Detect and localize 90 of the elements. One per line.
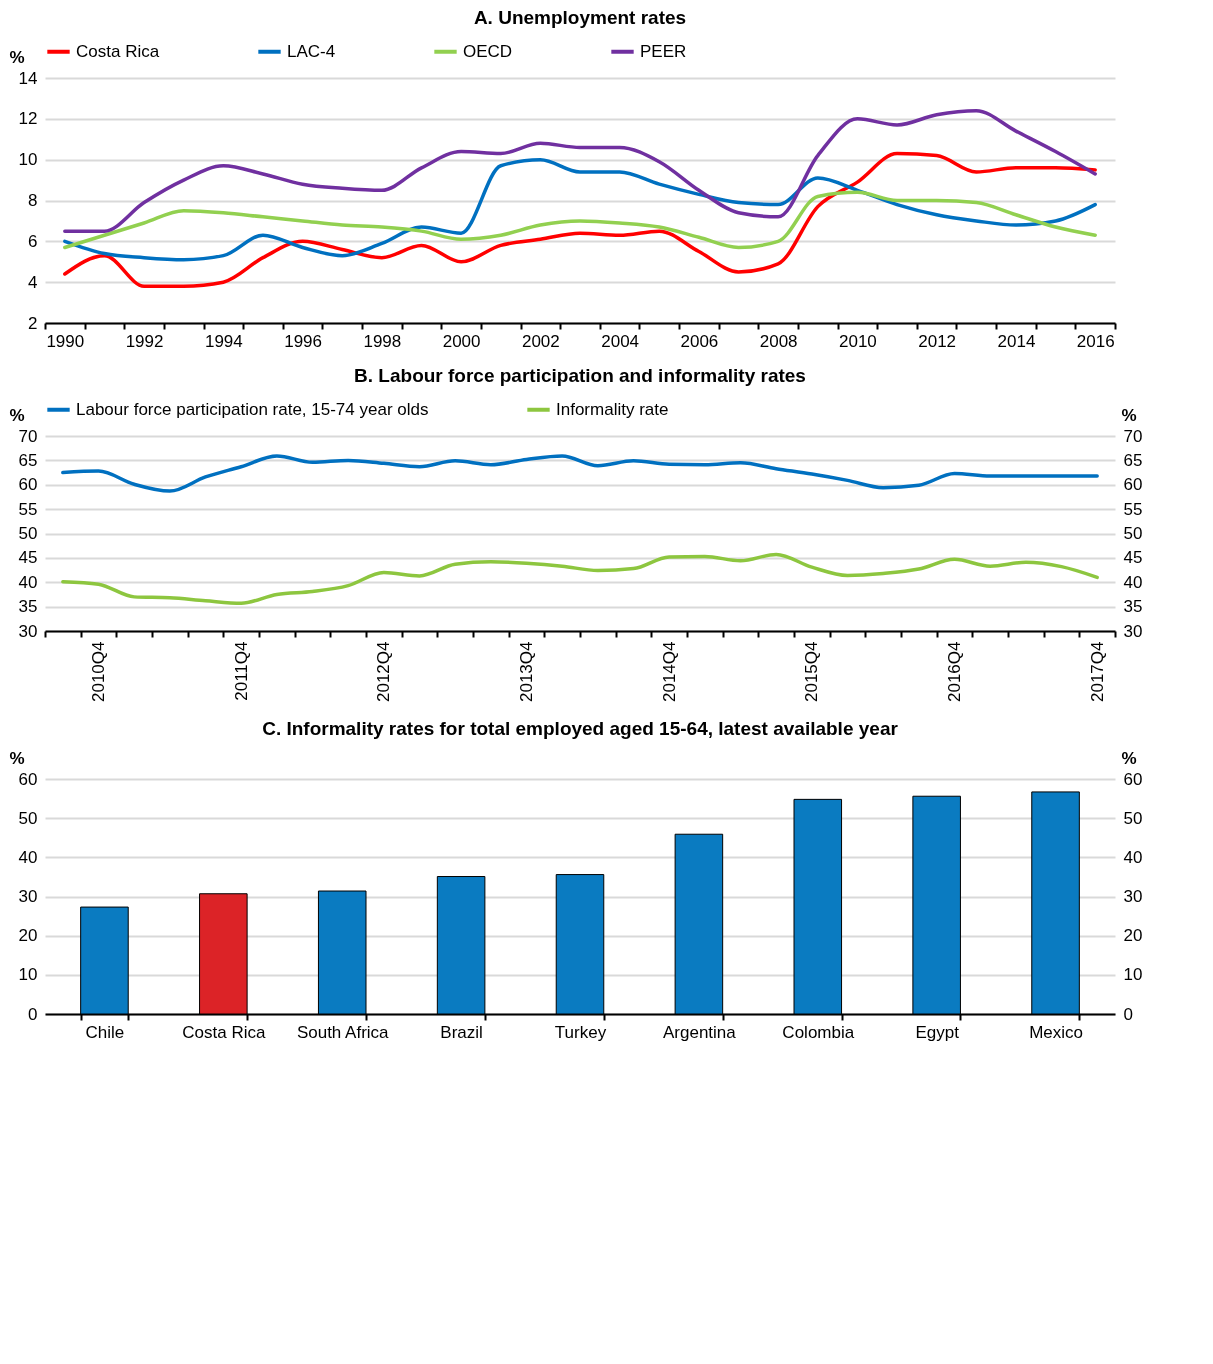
x-tick-label: 2008: [759, 331, 798, 351]
x-tick-label: 2016: [1076, 331, 1115, 351]
line-series: [63, 151, 1097, 288]
x-tick-label: 2010: [838, 331, 877, 351]
y2-tick-label: 30: [1123, 887, 1143, 906]
y2-axis-title: %: [1121, 748, 1137, 768]
x-tick-label: 2002: [521, 331, 560, 351]
x-tick-label: 2016Q4: [945, 641, 964, 702]
x-tick-label: 2004: [601, 331, 640, 351]
x-tick-label: Mexico: [1029, 1022, 1083, 1042]
y2-tick-label: 50: [1123, 524, 1143, 543]
legend-label: OECD: [463, 41, 513, 61]
legend-label: Costa Rica: [76, 41, 160, 61]
line-series: [61, 552, 1099, 605]
y-tick-label: 10: [18, 150, 38, 170]
legend-label: Informality rate: [556, 399, 669, 419]
y-tick-label: 30: [18, 621, 38, 641]
x-tick-label: Turkey: [554, 1022, 607, 1042]
y-axis-title: %: [9, 47, 25, 67]
y-tick-label: 50: [18, 524, 38, 543]
x-tick-label: 2006: [680, 331, 719, 351]
y-tick-label: 55: [18, 499, 38, 519]
y2-tick-label: 60: [1123, 769, 1143, 789]
y-tick-label: 60: [18, 769, 38, 789]
y2-tick-label: 30: [1123, 621, 1143, 641]
y-tick-label: 45: [18, 548, 38, 568]
x-tick-label: 2014Q4: [659, 641, 679, 702]
y-tick-label: 70: [18, 426, 38, 446]
line-series: [63, 190, 1097, 250]
chart-title: A. Unemployment rates: [473, 7, 687, 28]
y2-tick-label: 60: [1123, 475, 1143, 495]
legend-label: LAC-4: [287, 41, 336, 61]
y2-tick-label: 40: [1123, 847, 1143, 867]
y2-tick-label: 35: [1123, 597, 1143, 617]
x-tick-label: Egypt: [915, 1022, 960, 1042]
y-axis-title: %: [9, 748, 25, 768]
x-tick-label: 2015Q4: [802, 641, 822, 702]
legend-label: Labour force participation rate, 15-74 year olds: [76, 399, 429, 419]
y2-tick-label: 65: [1123, 450, 1143, 470]
y-tick-label: 4: [28, 272, 38, 292]
x-tick-label: South Africa: [296, 1022, 390, 1042]
y-tick-label: 40: [18, 847, 38, 867]
y-tick-label: 0: [28, 1004, 38, 1024]
y2-tick-label: 45: [1123, 548, 1143, 568]
x-tick-label: Colombia: [782, 1022, 855, 1042]
y-axis-title: %: [9, 405, 25, 425]
y-tick-label: 60: [18, 475, 38, 495]
x-tick-label: 1990: [46, 331, 85, 351]
x-tick-label: Argentina: [663, 1022, 737, 1042]
line-series: [61, 454, 1099, 493]
y-tick-label: 20: [18, 926, 38, 946]
y-tick-label: 6: [28, 231, 38, 251]
y-tick-label: 40: [18, 572, 38, 592]
line-series: [63, 157, 1097, 262]
x-tick-label: 1998: [363, 331, 402, 351]
y2-tick-label: 10: [1123, 965, 1143, 985]
y-tick-label: 30: [18, 887, 38, 906]
y-tick-label: 50: [18, 808, 38, 828]
y-tick-label: 10: [18, 965, 38, 985]
x-tick-label: 2000: [442, 331, 481, 351]
x-tick-label: 2014: [997, 331, 1036, 351]
y-tick-label: 65: [18, 450, 38, 470]
line-series: [63, 108, 1097, 233]
x-tick-label: 1996: [284, 331, 323, 351]
y2-axis-title: %: [1121, 405, 1137, 425]
x-tick-label: 2013Q4: [517, 641, 536, 702]
chart-title: B. Labour force participation and informality rates: [354, 365, 806, 386]
y2-tick-label: 50: [1123, 808, 1143, 828]
x-tick-label: 2012: [918, 331, 957, 351]
x-tick-label: 2010Q4: [89, 641, 108, 702]
x-tick-label: Chile: [85, 1022, 125, 1042]
x-tick-label: Costa Rica: [182, 1022, 266, 1042]
x-tick-label: 2012Q4: [374, 641, 394, 702]
x-tick-label: 1994: [204, 331, 243, 351]
y-tick-label: 14: [18, 68, 38, 88]
x-tick-label: Brazil: [440, 1022, 483, 1042]
x-tick-label: 2011Q4: [231, 641, 251, 701]
y2-tick-label: 0: [1123, 1004, 1133, 1024]
y2-tick-label: 20: [1123, 926, 1143, 946]
y-tick-label: 35: [18, 597, 38, 617]
y-tick-label: 8: [28, 191, 38, 210]
legend-label: PEER: [640, 41, 687, 61]
y2-tick-label: 55: [1123, 499, 1143, 519]
x-tick-label: 1992: [125, 331, 164, 351]
x-tick-label: 2017Q4: [1087, 641, 1107, 702]
y-tick-label: 12: [18, 109, 38, 129]
chart-title: C. Informality rates for total employed aged 15-64, latest available year: [262, 718, 899, 739]
y2-tick-label: 40: [1123, 572, 1143, 592]
y-tick-label: 2: [28, 313, 38, 333]
y2-tick-label: 70: [1123, 426, 1143, 446]
